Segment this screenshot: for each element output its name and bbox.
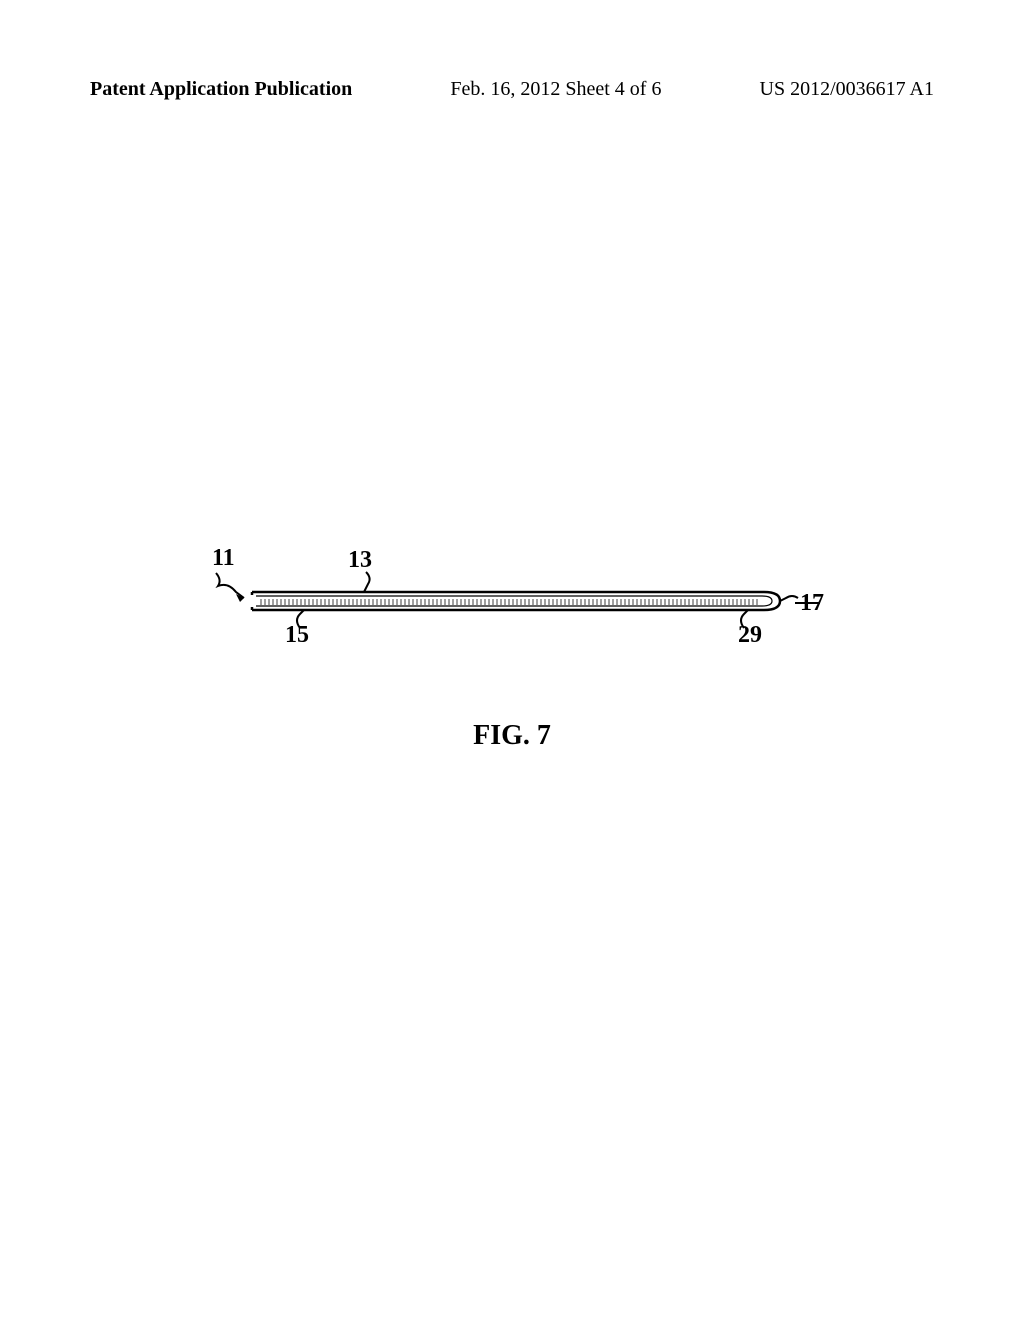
lead-arrow-11 [216,573,244,598]
figure-caption: FIG. 7 [0,720,1024,752]
header-publication-number: US 2012/0036617 A1 [760,78,934,101]
ref-label-13: 13 [348,547,372,574]
lead-line-17 [780,596,798,601]
inner-right-cap [762,596,772,606]
ref-label-15: 15 [285,622,309,649]
hatch-region [260,600,758,604]
lead-line-13 [364,572,370,592]
header-date-sheet: Feb. 16, 2012 Sheet 4 of 6 [450,78,661,101]
ref-label-17: 17 [800,590,824,617]
page-header: Patent Application Publication Feb. 16, … [0,78,1024,101]
ref-label-29: 29 [738,622,762,649]
ref-label-11: 11 [212,545,235,572]
header-publication-type: Patent Application Publication [90,78,352,101]
figure-7: 11 13 15 17 29 [180,550,840,710]
